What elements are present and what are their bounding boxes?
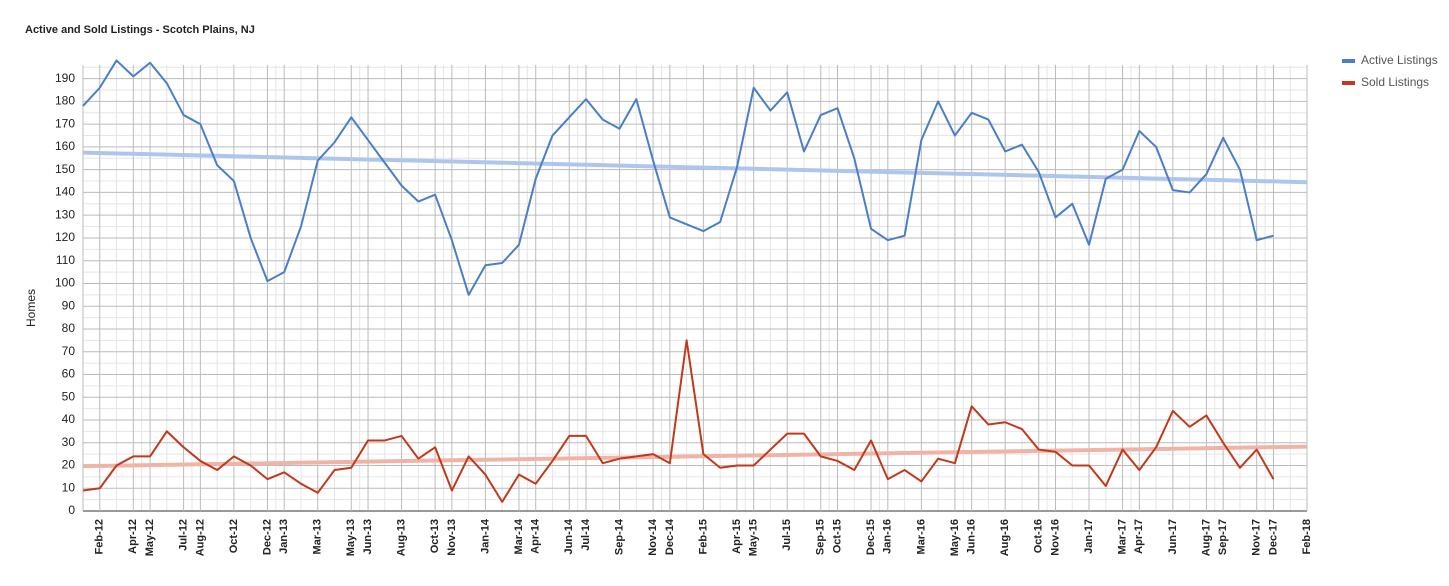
y-axis-label: Homes: [24, 289, 38, 327]
y-tick-label: 110: [56, 253, 75, 267]
y-tick-label: 150: [55, 162, 75, 176]
x-tick-label: Jan-17: [1083, 519, 1095, 554]
x-tick-label: Nov-17: [1251, 519, 1263, 556]
x-tick-label: Jan-16: [882, 519, 894, 554]
y-tick-label: 0: [68, 503, 75, 517]
x-tick-label: Aug-13: [395, 519, 407, 556]
y-tick-label: 190: [55, 71, 75, 85]
trend-line: [82, 444, 1308, 469]
x-tick-label: Apr-15: [731, 519, 743, 554]
y-tick-label: 10: [62, 480, 76, 494]
y-tick-label: 70: [62, 344, 76, 358]
x-tick-label: Jul-15: [781, 519, 793, 551]
x-tick-label: Jun-13: [362, 519, 374, 554]
y-tick-label: 100: [55, 276, 75, 290]
x-tick-label: Mar-13: [312, 519, 324, 554]
x-tick-label: May-15: [748, 519, 760, 556]
x-tick-label: Dec-15: [865, 519, 877, 555]
x-tick-label: Dec-12: [261, 519, 273, 555]
y-tick-label: 50: [62, 389, 76, 403]
chart-title: Active and Sold Listings - Scotch Plains…: [25, 24, 255, 36]
x-tick-label: Feb-12: [94, 519, 106, 554]
x-tick-label: Jun-16: [966, 519, 978, 554]
x-tick-label: Jun-17: [1167, 519, 1179, 554]
x-tick-label: Oct-13: [429, 519, 441, 553]
x-tick-label: Feb-15: [697, 519, 709, 554]
x-tick-label: Jan-13: [278, 519, 290, 554]
x-tick-label: Sep-17: [1217, 519, 1229, 555]
x-tick-label: Aug-17: [1200, 519, 1212, 556]
y-tick-label: 130: [55, 207, 75, 221]
x-tick-label: May-13: [345, 519, 357, 556]
y-tick-label: 140: [55, 185, 75, 199]
y-tick-label: 20: [62, 458, 76, 472]
x-tick-label: Apr-14: [530, 518, 542, 554]
legend-label: Sold Listings: [1361, 75, 1429, 89]
x-tick-label: Feb-18: [1301, 519, 1313, 554]
x-tick-label: Mar-16: [915, 519, 927, 554]
x-tick-label: Nov-14: [647, 518, 659, 556]
data-line: [82, 339, 1275, 503]
trend-line: [82, 150, 1308, 185]
x-tick-label: Apr-17: [1133, 519, 1145, 554]
legend-label: Active Listings: [1361, 53, 1438, 67]
y-tick-label: 120: [55, 230, 75, 244]
x-tick-label: Jul-12: [178, 519, 190, 551]
x-tick-label: Oct-15: [831, 519, 843, 553]
x-tick-label: Aug-16: [999, 519, 1011, 556]
x-tick-label: May-12: [144, 519, 156, 556]
x-tick-label: Oct-16: [1033, 519, 1045, 553]
y-tick-label: 160: [55, 139, 75, 153]
x-tick-label: Sep-14: [613, 518, 625, 555]
x-tick-label: Dec-17: [1267, 519, 1279, 555]
x-tick-label: Mar-17: [1116, 519, 1128, 554]
x-tick-label: Oct-12: [228, 519, 240, 553]
x-tick-label: Jan-14: [479, 518, 491, 554]
x-tick-label: Jul-14: [580, 518, 592, 551]
y-tick-label: 60: [62, 367, 76, 381]
y-tick-label: 170: [55, 116, 75, 130]
y-tick-label: 90: [62, 298, 76, 312]
x-tick-label: Apr-12: [127, 519, 139, 554]
y-tick-label: 40: [62, 412, 76, 426]
y-tick-label: 180: [55, 94, 75, 108]
x-tick-label: Mar-14: [513, 518, 525, 554]
data-line: [82, 59, 1274, 296]
y-tick-label: 80: [62, 321, 76, 335]
x-tick-label: May-16: [949, 519, 961, 556]
x-tick-label: Sep-15: [815, 519, 827, 555]
y-tick-label: 30: [62, 435, 76, 449]
x-tick-label: Jun-14: [563, 518, 575, 554]
x-tick-label: Dec-14: [664, 518, 676, 555]
x-tick-label: Aug-12: [194, 519, 206, 556]
x-tick-label: Nov-13: [446, 519, 458, 556]
x-tick-label: Nov-16: [1049, 519, 1061, 556]
